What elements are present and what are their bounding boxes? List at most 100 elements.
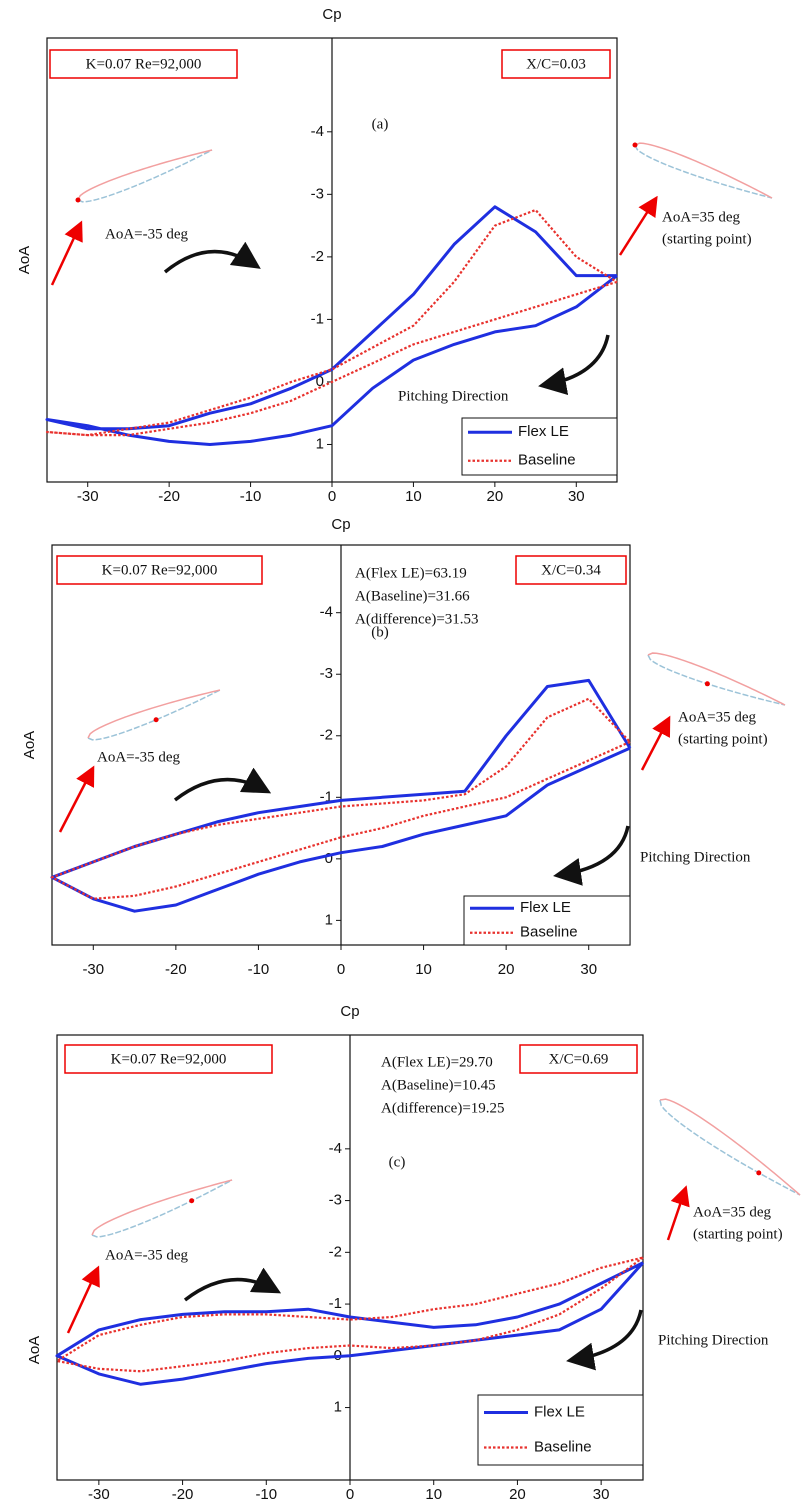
x-tick-label: 20 bbox=[509, 1486, 526, 1503]
case-box bbox=[64, 1044, 273, 1074]
left-axis-label: AoA bbox=[21, 731, 38, 759]
airfoil-upper bbox=[634, 144, 773, 199]
area-label: A(difference)=31.53 bbox=[355, 611, 479, 627]
legend-label: Baseline bbox=[520, 924, 578, 941]
left-pose-label: AoA=-35 deg bbox=[97, 749, 181, 765]
airfoil-lower bbox=[647, 652, 786, 706]
right-pose-note: (starting point) bbox=[662, 231, 752, 247]
area-label: A(Flex LE)=63.19 bbox=[355, 565, 467, 581]
y-tick-label: 1 bbox=[334, 1399, 342, 1416]
x-tick-label: -20 bbox=[158, 488, 180, 505]
case-label: K=0.07 Re=92,000 bbox=[102, 562, 218, 578]
pitch-arrow bbox=[163, 241, 261, 274]
left-axis-label: AoA bbox=[16, 246, 33, 274]
legend-label: Flex LE bbox=[518, 423, 569, 440]
series-line bbox=[55, 1256, 644, 1373]
top-axis-label: Cp bbox=[340, 1003, 359, 1020]
airfoil-lower bbox=[91, 1179, 233, 1236]
legend-label: Flex LE bbox=[520, 899, 571, 916]
airfoil-lower bbox=[659, 1098, 801, 1196]
area-label: A(difference)=19.25 bbox=[381, 1100, 505, 1116]
right-pose-note: (starting point) bbox=[693, 1226, 783, 1242]
red-arrow bbox=[50, 220, 83, 286]
red-arrow bbox=[58, 765, 95, 833]
pressure-tap bbox=[756, 1170, 762, 1176]
y-tick-label: 0 bbox=[316, 373, 324, 390]
x-tick-label: 0 bbox=[337, 961, 345, 978]
location-box bbox=[501, 49, 611, 79]
x-tick-label: 30 bbox=[593, 1486, 610, 1503]
x-tick-label: 10 bbox=[425, 1486, 442, 1503]
location-label: X/C=0.03 bbox=[526, 56, 586, 72]
x-tick-label: -20 bbox=[172, 1486, 194, 1503]
area-label: A(Baseline)=10.45 bbox=[381, 1077, 496, 1093]
red-arrow bbox=[66, 1265, 100, 1334]
x-tick-label: 30 bbox=[580, 961, 597, 978]
airfoil-upper bbox=[91, 1179, 233, 1238]
legend-box bbox=[461, 417, 618, 476]
direction-label: Pitching Direction bbox=[398, 388, 509, 404]
airfoil-upper bbox=[77, 149, 213, 203]
location-label: X/C=0.69 bbox=[549, 1051, 609, 1067]
case-label: K=0.07 Re=92,000 bbox=[111, 1051, 227, 1067]
x-tick-label: 0 bbox=[346, 1486, 354, 1503]
location-label: X/C=0.34 bbox=[541, 562, 601, 578]
legend-box bbox=[477, 1394, 644, 1466]
pitch-arrow bbox=[538, 334, 610, 396]
x-tick-label: -20 bbox=[165, 961, 187, 978]
left-pose-label: AoA=-35 deg bbox=[105, 1247, 189, 1263]
red-arrow bbox=[640, 715, 671, 771]
x-tick-label: -30 bbox=[77, 488, 99, 505]
y-tick-label: -1 bbox=[311, 310, 324, 327]
airfoil-lower bbox=[77, 149, 213, 201]
y-tick-label: -2 bbox=[320, 727, 333, 744]
top-axis-label: Cp bbox=[322, 6, 341, 23]
pitch-arrow bbox=[173, 767, 272, 802]
y-tick-label: 1 bbox=[325, 911, 333, 928]
right-pose-note: (starting point) bbox=[678, 731, 768, 747]
pressure-tap bbox=[632, 142, 638, 148]
case-box bbox=[56, 555, 263, 585]
panel-label: (c) bbox=[389, 1154, 406, 1170]
right-pose-label: AoA=35 deg bbox=[693, 1204, 772, 1220]
red-arrow bbox=[618, 195, 658, 256]
location-box bbox=[515, 555, 627, 585]
top-axis-label: Cp bbox=[331, 516, 350, 533]
y-tick-label: 1 bbox=[316, 435, 324, 452]
y-tick-label: 0 bbox=[325, 850, 333, 867]
left-axis-label: AoA bbox=[26, 1336, 43, 1364]
airfoil-lower bbox=[87, 689, 221, 739]
y-tick-label: -4 bbox=[329, 1140, 342, 1157]
series-line bbox=[45, 205, 618, 446]
x-tick-label: -10 bbox=[240, 488, 262, 505]
panel-label: (b) bbox=[371, 624, 389, 640]
y-tick-label: -4 bbox=[320, 604, 333, 621]
legend-box bbox=[463, 895, 631, 946]
x-tick-label: -10 bbox=[255, 1486, 277, 1503]
case-box bbox=[49, 49, 238, 79]
panel-label: (a) bbox=[372, 116, 389, 132]
x-tick-label: 10 bbox=[415, 961, 432, 978]
x-tick-label: 30 bbox=[568, 488, 585, 505]
airfoil-lower bbox=[634, 142, 773, 199]
direction-label: Pitching Direction bbox=[640, 849, 751, 865]
y-tick-label: -3 bbox=[320, 665, 333, 682]
legend-label: Flex LE bbox=[534, 1403, 585, 1420]
pressure-tap bbox=[704, 681, 710, 687]
y-tick-label: -2 bbox=[329, 1243, 342, 1260]
left-pose-label: AoA=-35 deg bbox=[105, 226, 189, 242]
y-tick-label: -1 bbox=[329, 1295, 342, 1312]
airfoil-upper bbox=[659, 1099, 801, 1196]
pressure-tap bbox=[153, 717, 159, 723]
y-tick-label: -3 bbox=[329, 1192, 342, 1209]
pitch-arrow bbox=[553, 825, 630, 886]
series-line bbox=[50, 697, 631, 900]
x-tick-label: -10 bbox=[248, 961, 270, 978]
x-tick-label: -30 bbox=[88, 1486, 110, 1503]
airfoil-upper bbox=[87, 689, 221, 741]
x-tick-label: 0 bbox=[328, 488, 336, 505]
pitch-arrow bbox=[566, 1309, 643, 1371]
x-tick-label: 20 bbox=[498, 961, 515, 978]
right-pose-label: AoA=35 deg bbox=[678, 709, 757, 725]
